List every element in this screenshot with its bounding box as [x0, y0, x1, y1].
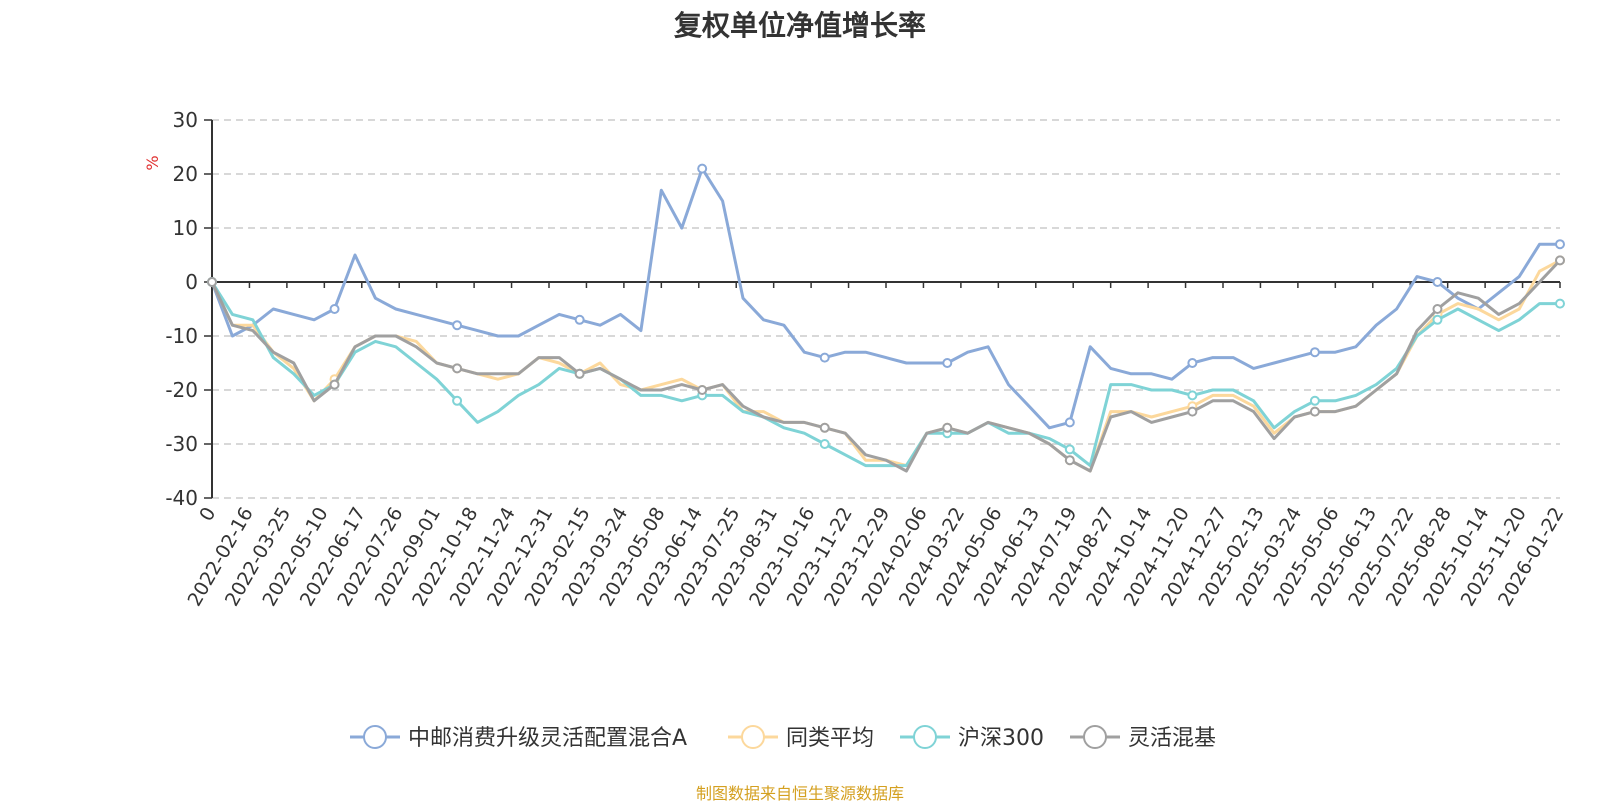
series-point — [574, 368, 585, 379]
series-line — [210, 167, 1560, 430]
series-point — [942, 422, 953, 433]
series-point — [1064, 417, 1075, 428]
grid-lines — [212, 119, 1560, 499]
series-point — [697, 163, 708, 174]
series-point — [819, 422, 830, 433]
series-line — [210, 259, 1562, 473]
series-point — [452, 363, 463, 374]
series-point — [1432, 277, 1443, 287]
series-point — [1309, 395, 1320, 406]
legend-swatch-marker — [741, 725, 765, 749]
series-point — [329, 379, 340, 390]
series-lines — [207, 163, 1565, 473]
series-point — [942, 358, 953, 368]
series-point — [1432, 314, 1443, 325]
series-point — [1309, 347, 1320, 358]
series-point — [1187, 358, 1198, 368]
series-point — [452, 395, 463, 406]
y-tick-label: -10 — [165, 324, 198, 348]
legend-label: 同类平均 — [786, 726, 874, 751]
series-point — [452, 320, 463, 331]
series-point — [1309, 406, 1320, 417]
chart-title: 复权单位净值增长率 — [673, 9, 926, 42]
series-line — [210, 259, 1561, 473]
series-point — [1064, 444, 1075, 455]
series-line — [210, 281, 1560, 468]
legend-swatch-marker — [1083, 725, 1107, 749]
series-point — [1555, 239, 1565, 250]
series-point — [1187, 406, 1198, 417]
legend-label: 中邮消费升级灵活配置混合A — [408, 726, 687, 751]
legend-label: 灵活混基 — [1128, 726, 1216, 751]
legend: 中邮消费升级灵活配置混合A 同类平均 沪深300 灵活混基 — [350, 725, 1216, 751]
legend-label: 沪深300 — [958, 726, 1044, 751]
series-point — [1064, 455, 1075, 466]
series-point — [819, 439, 830, 449]
series-point — [574, 314, 585, 325]
legend-swatch-marker — [363, 725, 387, 749]
series-point — [1187, 390, 1198, 401]
y-tick-label: -20 — [165, 378, 198, 402]
x-tick-label: 0 — [195, 504, 220, 525]
y-tick-label: 0 — [185, 270, 198, 294]
series-point — [1432, 304, 1443, 314]
y-tick-label: -40 — [165, 486, 198, 510]
y-tick-label: -30 — [165, 432, 198, 456]
series-point — [207, 277, 217, 287]
y-tick-label: 30 — [173, 108, 198, 132]
y-tick-label: 10 — [173, 216, 198, 240]
data-source-note: 制图数据来自恒生聚源数据库 — [695, 784, 904, 803]
axes: 3020100-10-20-30-40%02022-02-162022-03-2… — [143, 108, 1568, 610]
series-point — [329, 304, 340, 314]
series-point — [819, 352, 830, 363]
series-point — [697, 385, 708, 395]
legend-swatch-marker — [913, 725, 937, 749]
series-point — [1555, 298, 1565, 309]
y-axis-unit-label: % — [143, 155, 162, 170]
y-tick-label: 20 — [173, 162, 198, 186]
series-point — [1555, 255, 1565, 266]
